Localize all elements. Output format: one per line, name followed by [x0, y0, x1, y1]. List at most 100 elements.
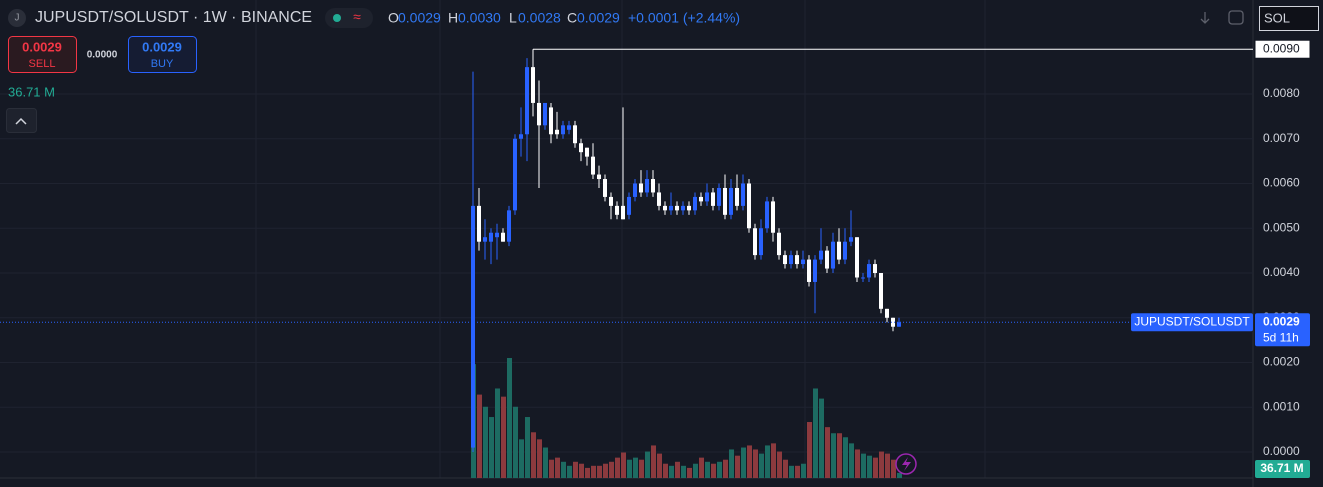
volume-bar — [771, 443, 776, 478]
candle-body — [645, 179, 649, 193]
ohlc-change: +0.0001 (+2.44%) — [628, 10, 740, 26]
ohlc-label: H — [448, 10, 458, 26]
volume-bar — [897, 472, 902, 478]
volume-bar — [693, 463, 698, 478]
candle-body — [723, 187, 727, 215]
volume-bar — [663, 463, 668, 478]
candle-body — [867, 264, 871, 278]
candle-body — [849, 237, 853, 242]
candle-body — [843, 241, 847, 260]
volume-bar — [843, 437, 848, 478]
symbol-label: JUPUSDT/SOLUSDT — [1134, 314, 1250, 328]
y-tick-label: 0.0020 — [1263, 355, 1300, 369]
reset-icon[interactable] — [1228, 10, 1244, 25]
volume-bar — [741, 447, 746, 478]
volume-bar — [825, 427, 830, 478]
volume-bar — [531, 432, 536, 478]
candle-body — [507, 210, 511, 242]
volume-bar — [621, 452, 626, 478]
y-tick-label: 0.0050 — [1263, 220, 1300, 234]
candle-body — [741, 183, 745, 206]
lightning — [902, 457, 911, 471]
candle-body — [705, 192, 709, 202]
ohlc-label: L — [509, 10, 517, 26]
buy-button[interactable] — [128, 36, 197, 73]
volume-bar — [801, 463, 806, 478]
candle-body — [801, 259, 805, 265]
candle-body — [825, 250, 829, 269]
volume-bar — [627, 459, 632, 478]
search-input[interactable] — [1259, 6, 1319, 31]
candle-body — [615, 205, 619, 215]
candle-body — [657, 192, 661, 206]
candle-body — [663, 205, 667, 211]
candle-body — [669, 205, 673, 211]
scroll-icon[interactable] — [1200, 12, 1210, 24]
candle-body — [531, 67, 535, 103]
candle-body — [807, 259, 811, 282]
grid — [255, 0, 986, 478]
volume-bar — [537, 439, 542, 478]
volume-bar — [483, 406, 488, 478]
candle-body — [693, 196, 697, 211]
volume-bar — [519, 439, 524, 478]
candle-body — [495, 232, 499, 238]
y-tick-label: 0.0000 — [1263, 444, 1300, 458]
candle-body — [573, 125, 577, 144]
volume-bar — [651, 445, 656, 478]
candle-body — [831, 241, 835, 269]
volume-bar — [789, 465, 794, 478]
ohlc-label: O — [388, 10, 399, 26]
volume-bar — [681, 465, 686, 478]
candle-body — [729, 187, 733, 215]
candle-body — [561, 125, 565, 135]
volume-bar — [489, 417, 494, 478]
volume-bar — [879, 451, 884, 478]
volume-bar — [639, 459, 644, 478]
volume-bar — [645, 451, 650, 478]
candle-body — [681, 205, 685, 211]
symbol-icon-text: J — [15, 13, 20, 24]
volume-label: 36.71 M — [1260, 461, 1303, 475]
candle-body — [501, 232, 505, 242]
candle-body — [813, 259, 817, 282]
volume-bar — [735, 455, 740, 478]
candle-body — [819, 250, 823, 260]
y-tick-label: 0.0040 — [1263, 265, 1300, 279]
symbol-title[interactable]: JUPUSDT/SOLUSDT · 1W · BINANCE — [35, 9, 312, 26]
sell-price: 0.0029 — [22, 39, 62, 54]
volume-bar — [657, 453, 662, 478]
volume-bar — [615, 457, 620, 478]
candle-body — [519, 134, 523, 139]
volume-bar — [723, 459, 728, 478]
volume-bar — [579, 463, 584, 478]
candle-body — [855, 237, 859, 278]
volume-bar — [813, 388, 818, 478]
candle-body — [567, 125, 571, 130]
candle-body — [777, 232, 781, 256]
candle-body — [783, 255, 787, 265]
high-marker-box — [1254, 39, 1311, 59]
volume-bar — [837, 433, 842, 478]
volume-bar — [555, 457, 560, 478]
candle-body — [489, 232, 493, 242]
ohlc-label: C — [567, 10, 577, 26]
candle-body — [585, 147, 589, 157]
volume-bar — [819, 398, 824, 478]
candle-body — [579, 143, 583, 153]
y-tick-label: 0.0060 — [1263, 176, 1300, 190]
sell-button[interactable] — [8, 36, 77, 73]
candle-body — [753, 228, 757, 256]
volume-bar — [699, 457, 704, 478]
volume-bar — [753, 449, 758, 478]
volume-bar — [573, 461, 578, 478]
candle-body — [525, 67, 529, 135]
status-dot — [333, 14, 341, 22]
candle-body — [549, 107, 553, 135]
volume-bar — [633, 457, 638, 478]
volume-bar — [777, 451, 782, 478]
status-pill[interactable] — [325, 8, 373, 28]
candle-body — [651, 179, 655, 193]
volume-bar — [609, 461, 614, 478]
